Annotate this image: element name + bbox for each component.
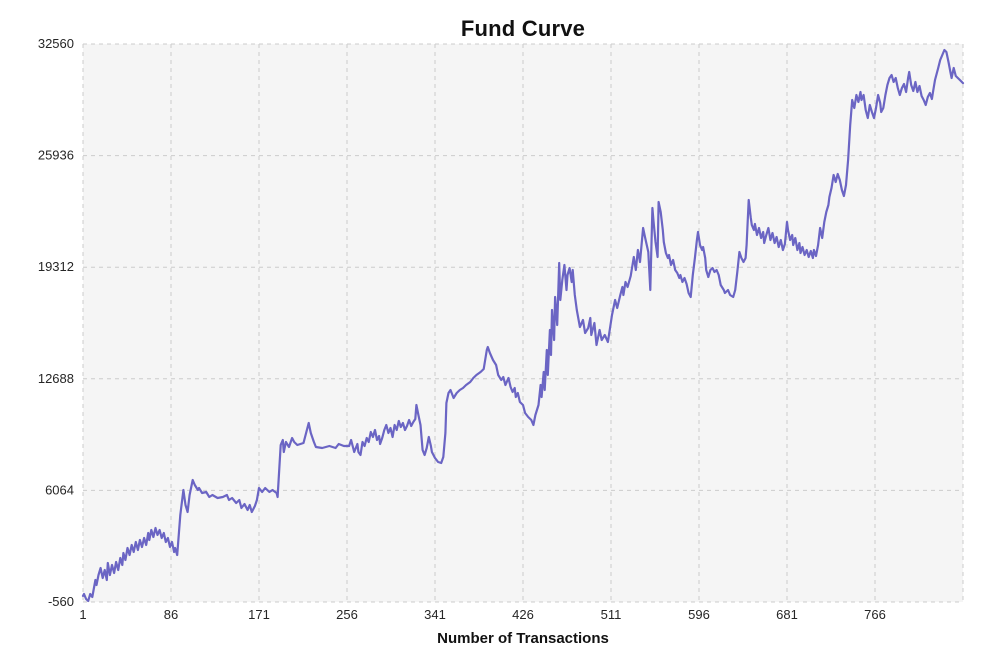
x-tick-label: 426 xyxy=(512,607,534,622)
y-tick-label: 12688 xyxy=(38,371,74,386)
y-tick-label: 25936 xyxy=(38,148,74,163)
y-tick-label: 32560 xyxy=(38,36,74,51)
x-tick-label: 86 xyxy=(164,607,178,622)
fund-curve-line xyxy=(81,48,965,603)
x-tick-label: 1 xyxy=(79,607,86,622)
y-tick-label: 19312 xyxy=(38,259,74,274)
x-tick-label: 171 xyxy=(248,607,270,622)
x-tick-label: 256 xyxy=(336,607,358,622)
x-axis-label: Number of Transactions xyxy=(437,630,609,647)
x-tick-label: 681 xyxy=(776,607,798,622)
x-tick-label: 596 xyxy=(688,607,710,622)
x-tick-label: 341 xyxy=(424,607,446,622)
x-tick-label: 766 xyxy=(864,607,886,622)
y-tick-label: 6064 xyxy=(45,482,74,497)
x-tick-label: 511 xyxy=(601,607,622,622)
y-tick-label: -560 xyxy=(48,594,74,609)
chart-title: Fund Curve xyxy=(460,16,586,41)
